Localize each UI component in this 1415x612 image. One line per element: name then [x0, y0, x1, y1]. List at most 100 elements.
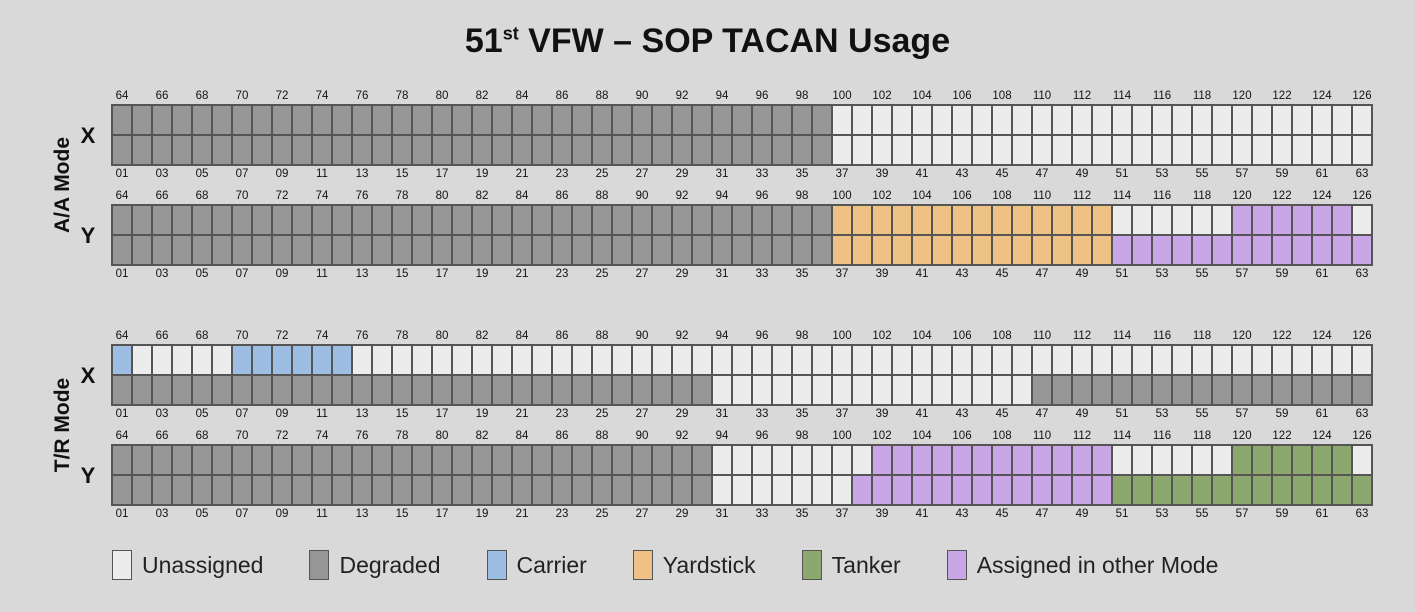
channel-cell-high	[212, 205, 232, 235]
top-tick-label: 110	[1032, 90, 1052, 102]
top-tick-label: 126	[1352, 330, 1372, 342]
channel-cell-high	[452, 105, 472, 135]
channel-cell-high	[732, 445, 752, 475]
channel-cell-low	[1112, 135, 1132, 165]
bottom-tick-label: 61	[1315, 408, 1329, 420]
channel-cell-low	[332, 235, 352, 265]
channel-cell-low	[912, 235, 932, 265]
channel-cell-high	[672, 205, 692, 235]
channel-cell-low	[1072, 475, 1092, 505]
row-label-y: Y	[80, 463, 96, 488]
channel-cell-low	[112, 135, 132, 165]
channel-cell-low	[572, 375, 592, 405]
channel-cell-high	[1252, 205, 1272, 235]
channel-cell-low	[852, 375, 872, 405]
top-tick-label: 92	[675, 430, 689, 442]
bottom-tick-label: 35	[795, 268, 809, 280]
channel-cell-low	[852, 135, 872, 165]
channel-cell-low	[652, 135, 672, 165]
channel-cell-high	[552, 445, 572, 475]
channel-cell-low	[132, 475, 152, 505]
channel-cell-high	[312, 445, 332, 475]
bottom-tick-label: 63	[1355, 408, 1369, 420]
top-tick-label: 122	[1272, 190, 1292, 202]
channel-cell-low	[332, 475, 352, 505]
top-tick-label: 114	[1112, 190, 1132, 202]
bottom-tick-label: 23	[555, 408, 569, 420]
channel-cell-low	[632, 475, 652, 505]
channel-cell-high	[772, 105, 792, 135]
channel-cell-high	[452, 445, 472, 475]
channel-cell-low	[192, 475, 212, 505]
channel-cell-high	[1152, 345, 1172, 375]
channel-cell-high	[612, 345, 632, 375]
channel-cell-low	[1152, 235, 1172, 265]
channel-cell-low	[1012, 375, 1032, 405]
channel-cell-low	[912, 475, 932, 505]
channel-cell-low	[272, 475, 292, 505]
channel-cell-high	[212, 445, 232, 475]
channel-cell-high	[172, 345, 192, 375]
channel-cell-high	[172, 205, 192, 235]
channel-cell-high	[812, 205, 832, 235]
channel-cell-high	[692, 105, 712, 135]
channel-cell-low	[892, 475, 912, 505]
top-tick-label: 100	[832, 90, 852, 102]
channel-cell-low	[552, 235, 572, 265]
bottom-tick-label: 57	[1235, 408, 1249, 420]
top-tick-label: 84	[515, 190, 529, 202]
channel-cell-low	[1152, 375, 1172, 405]
bottom-tick-label: 19	[475, 408, 489, 420]
channel-cell-low	[412, 235, 432, 265]
channel-cell-high	[652, 445, 672, 475]
top-tick-label: 110	[1032, 430, 1052, 442]
bottom-tick-label: 61	[1315, 508, 1329, 520]
channel-cell-low	[252, 375, 272, 405]
channel-cell-low	[1312, 235, 1332, 265]
channel-cell-low	[752, 135, 772, 165]
channel-cell-low	[872, 375, 892, 405]
bottom-tick-label: 13	[355, 268, 369, 280]
channel-cell-high	[572, 205, 592, 235]
channel-cell-low	[432, 235, 452, 265]
channel-cell-low	[732, 235, 752, 265]
top-tick-label: 98	[795, 90, 809, 102]
channel-cell-low	[532, 135, 552, 165]
channel-cell-high	[1172, 345, 1192, 375]
channel-cell-high	[1132, 345, 1152, 375]
bottom-tick-label: 07	[235, 408, 249, 420]
channel-cell-low	[592, 475, 612, 505]
channel-cell-low	[1012, 475, 1032, 505]
channel-cell-high	[492, 345, 512, 375]
bottom-tick-label: 11	[316, 408, 328, 420]
bottom-tick-label: 49	[1075, 408, 1089, 420]
channel-cell-low	[1032, 235, 1052, 265]
channel-cell-high	[1112, 205, 1132, 235]
channel-cell-high	[772, 345, 792, 375]
top-tick-label: 108	[992, 90, 1012, 102]
channel-cell-high	[232, 345, 252, 375]
channel-cell-low	[172, 475, 192, 505]
top-tick-label: 68	[195, 190, 209, 202]
channel-cell-high	[592, 345, 612, 375]
bottom-tick-label: 01	[115, 408, 129, 420]
channel-cell-low	[1132, 135, 1152, 165]
top-tick-label: 88	[595, 330, 609, 342]
top-tick-label: 106	[952, 330, 972, 342]
channel-cell-high	[1232, 445, 1252, 475]
top-tick-label: 94	[715, 430, 729, 442]
channel-cell-high	[272, 445, 292, 475]
channel-cell-high	[1072, 445, 1092, 475]
channel-cell-low	[592, 375, 612, 405]
channel-cell-high	[1092, 345, 1112, 375]
channel-cell-low	[1252, 475, 1272, 505]
bottom-tick-label: 41	[915, 508, 929, 520]
channel-cell-low	[1132, 235, 1152, 265]
channel-cell-high	[892, 205, 912, 235]
channel-cell-low	[1152, 475, 1172, 505]
channel-cell-high	[472, 105, 492, 135]
channel-cell-low	[772, 475, 792, 505]
channel-cell-low	[152, 475, 172, 505]
channel-cell-low	[1132, 475, 1152, 505]
channel-cell-low	[1252, 235, 1272, 265]
